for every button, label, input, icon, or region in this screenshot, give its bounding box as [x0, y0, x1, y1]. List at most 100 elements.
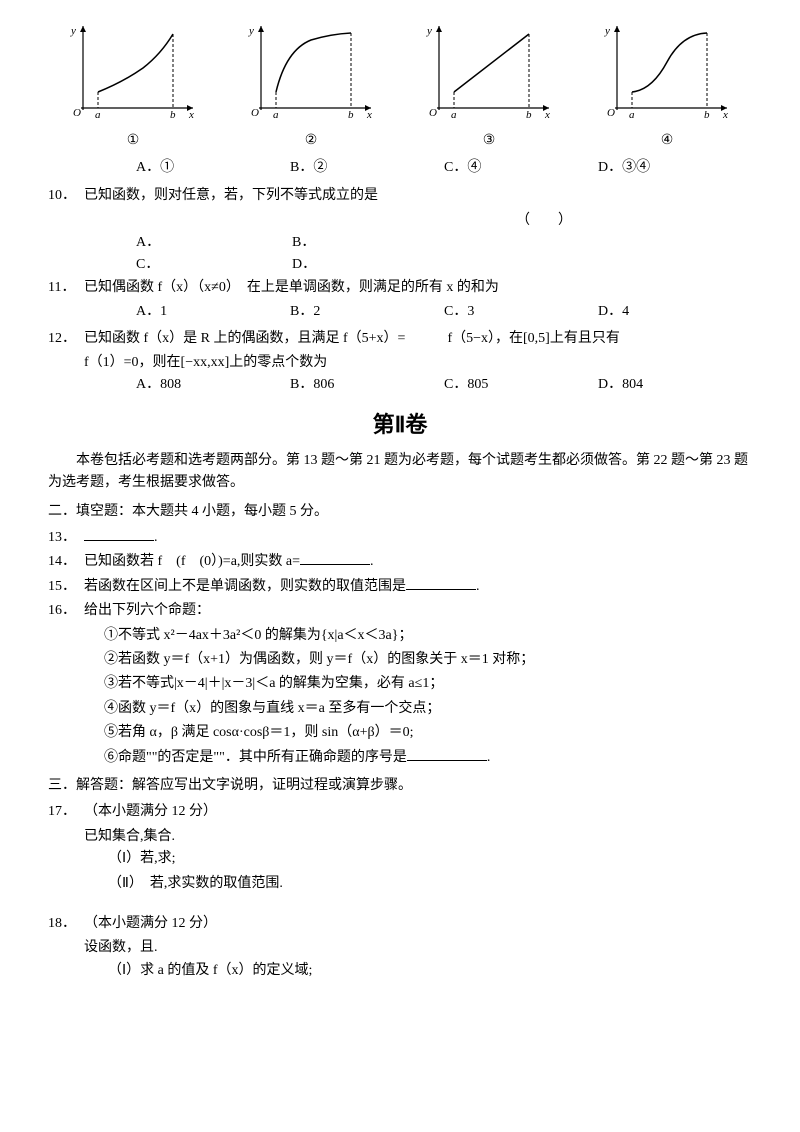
q15-body: 若函数在区间上不是单调函数，则实数的取值范围是. [84, 576, 752, 598]
q12-opt-c: C．805 [444, 374, 598, 396]
q11-opt-d: D．4 [598, 301, 752, 323]
svg-text:x: x [366, 109, 372, 120]
q14: 14． 已知函数若 f (f (0）)=a,则实数 a=. [48, 551, 752, 573]
q15-num: 15． [48, 576, 84, 598]
q17: 17． （本小题满分 12 分） [48, 801, 752, 823]
q16-num: 16． [48, 600, 84, 622]
q13-tail: . [154, 530, 158, 545]
q17-line1: 已知集合,集合. [48, 826, 752, 848]
graph-4-svg: O a b x y [597, 20, 737, 120]
q16-item-6: ⑥命题""的否定是""．其中所有正确命题的序号是. [48, 747, 752, 769]
q12-num: 12． [48, 328, 84, 350]
svg-text:b: b [170, 109, 176, 120]
q10-opt-c: C． [136, 254, 292, 276]
q11-num: 11． [48, 277, 84, 299]
q12: 12． 已知函数 f（x）是 R 上的偶函数，且满足 f（5+x）= f（5−x… [48, 328, 752, 350]
svg-text:O: O [73, 107, 81, 119]
q15-blank [406, 576, 476, 590]
fill-head: 二．填空题：本大题共 4 小题，每小题 5 分。 [48, 501, 752, 523]
q12-line2: f（1）=0，则在[−xx,xx]上的零点个数为 [48, 352, 752, 374]
q16-blank [407, 747, 487, 761]
graph-4: O a b x y ④ [592, 20, 742, 153]
q13-blank [84, 527, 154, 541]
svg-text:x: x [188, 109, 194, 120]
q15-text: 若函数在区间上不是单调函数，则实数的取值范围是 [84, 579, 406, 594]
svg-text:y: y [248, 25, 254, 37]
q9-options: A．① B．② C．④ D．③④ [48, 157, 752, 179]
graph-4-label: ④ [592, 130, 742, 152]
section-2-intro: 本卷包括必考题和选考题两部分。第 13 题～第 21 题为必考题，每个试题考生都… [48, 450, 752, 495]
q16-item-5: ⑤若角 α，β 满足 cosα·cosβ＝1，则 sin（α+β）＝0; [48, 722, 752, 744]
graph-2: O a b x y ② [236, 20, 386, 153]
q11-opt-b: B．2 [290, 301, 444, 323]
svg-text:y: y [604, 25, 610, 37]
svg-text:a: a [629, 109, 635, 120]
q13-body: . [84, 527, 752, 549]
q9-opt-d: D．③④ [598, 157, 752, 179]
q10-opts-row2: C． D． [48, 254, 752, 276]
q12-opt-d: D．804 [598, 374, 752, 396]
q10-opt-b: B． [292, 232, 448, 254]
q18-title: （本小题满分 12 分） [84, 913, 752, 935]
graph-1-svg: O a b x y [63, 20, 203, 120]
q10-opt-d: D． [292, 254, 448, 276]
q14-tail: . [370, 554, 374, 569]
q11-options: A．1 B．2 C．3 D．4 [48, 301, 752, 323]
q17-num: 17． [48, 801, 84, 823]
q16-item-4: ④函数 y＝f（x）的图象与直线 x＝a 至多有一个交点； [48, 698, 752, 720]
q18: 18． （本小题满分 12 分） [48, 913, 752, 935]
q10-text: 已知函数，则对任意，若，下列不等式成立的是 [84, 185, 752, 207]
spacer [48, 897, 752, 913]
q9-opt-a: A．① [136, 157, 290, 179]
q12-options: A．808 B．806 C．805 D．804 [48, 374, 752, 396]
q18-line1: 设函数，且. [48, 937, 752, 959]
graph-3-label: ③ [414, 130, 564, 152]
q11-opt-c: C．3 [444, 301, 598, 323]
svg-text:O: O [607, 107, 615, 119]
q17-title: （本小题满分 12 分） [84, 801, 752, 823]
q14-num: 14． [48, 551, 84, 573]
svg-text:y: y [426, 25, 432, 37]
q10-opt-a: A． [136, 232, 292, 254]
q18-num: 18． [48, 913, 84, 935]
graph-1: O a b x y ① [58, 20, 208, 153]
q11-opt-a: A．1 [136, 301, 290, 323]
q9-opt-b: B．② [290, 157, 444, 179]
q10: 10． 已知函数，则对任意，若，下列不等式成立的是 [48, 185, 752, 207]
section-2-title: 第Ⅱ卷 [48, 407, 752, 442]
svg-text:O: O [251, 107, 259, 119]
q16-item-6-text: ⑥命题""的否定是""．其中所有正确命题的序号是 [104, 750, 407, 765]
svg-text:a: a [451, 109, 457, 120]
q14-body: 已知函数若 f (f (0）)=a,则实数 a=. [84, 551, 752, 573]
graphs-row: O a b x y ① O a b x y ② [48, 20, 752, 153]
q10-paren: （ ） [48, 210, 752, 232]
q10-num: 10． [48, 185, 84, 207]
q18-sub1: （Ⅰ）求 a 的值及 f（x）的定义域; [48, 960, 752, 982]
graph-1-label: ① [58, 130, 208, 152]
svg-text:x: x [544, 109, 550, 120]
svg-text:a: a [95, 109, 101, 120]
q15-tail: . [476, 579, 480, 594]
q11: 11． 已知偶函数 f（x）（x≠0） 在上是单调函数，则满足的所有 x 的和为 [48, 277, 752, 299]
q16-item-2: ②若函数 y＝f（x+1）为偶函数，则 y＝f（x）的图象关于 x＝1 对称； [48, 649, 752, 671]
q13-num: 13． [48, 527, 84, 549]
svg-text:y: y [70, 25, 76, 37]
svg-text:x: x [722, 109, 728, 120]
q14-text: 已知函数若 f (f (0）)=a,则实数 a= [84, 554, 300, 569]
q17-sub2: （Ⅱ） 若,求实数的取值范围. [48, 873, 752, 895]
q16-tail: . [487, 750, 491, 765]
solve-head: 三．解答题：解答应写出文字说明，证明过程或演算步骤。 [48, 775, 752, 797]
graph-2-svg: O a b x y [241, 20, 381, 120]
q13: 13． . [48, 527, 752, 549]
graph-3-svg: O a b x y [419, 20, 559, 120]
q16-item-3: ③若不等式|x－4|＋|x－3|＜a 的解集为空集，必有 a≤1； [48, 673, 752, 695]
q10-opts-row1: A． B． [48, 232, 752, 254]
q16-item-1: ①不等式 x²－4ax＋3a²＜0 的解集为{x|a＜x＜3a}； [48, 625, 752, 647]
q12-opt-b: B．806 [290, 374, 444, 396]
q12-line1: 已知函数 f（x）是 R 上的偶函数，且满足 f（5+x）= f（5−x），在[… [84, 328, 752, 350]
q17-sub1: （Ⅰ）若,求; [48, 848, 752, 870]
q12-opt-a: A．808 [136, 374, 290, 396]
svg-text:b: b [348, 109, 354, 120]
q16-text: 给出下列六个命题： [84, 600, 752, 622]
q14-blank [300, 551, 370, 565]
